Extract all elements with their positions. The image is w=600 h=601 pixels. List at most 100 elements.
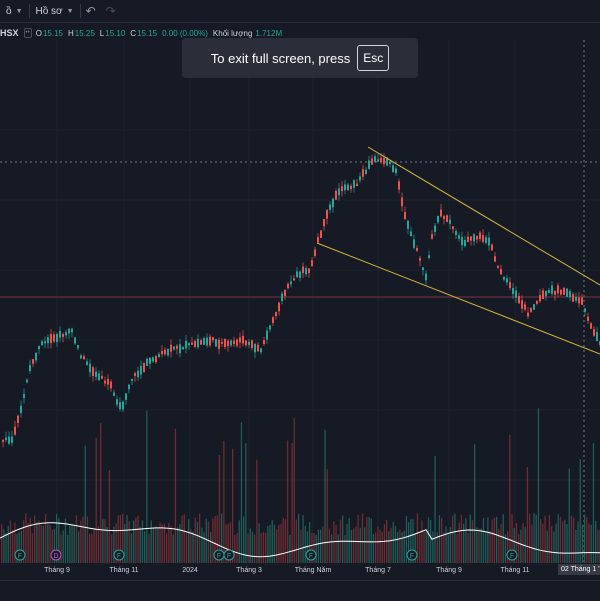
profile-menu-button[interactable]: Hồ sơ ▼ bbox=[30, 0, 80, 22]
volume-bar bbox=[313, 533, 315, 563]
candle bbox=[35, 352, 37, 361]
candle bbox=[233, 340, 235, 344]
candle bbox=[266, 330, 268, 340]
volume-bar bbox=[465, 518, 467, 563]
volume-bar bbox=[203, 532, 205, 563]
volume-bar bbox=[401, 532, 403, 563]
volume-bar bbox=[317, 529, 320, 563]
volume-bar bbox=[75, 515, 78, 563]
volume-bar bbox=[430, 520, 432, 563]
volume-bar bbox=[557, 514, 559, 563]
candle bbox=[581, 297, 583, 305]
volume-bar bbox=[29, 517, 31, 563]
volume-bar bbox=[245, 443, 247, 563]
volume-bar bbox=[482, 518, 485, 563]
symbol-name[interactable]: HSX bbox=[0, 28, 19, 38]
close-value: 15.15 bbox=[137, 28, 158, 38]
volume-bar bbox=[128, 521, 130, 563]
candle bbox=[179, 344, 181, 354]
candle bbox=[557, 285, 559, 294]
volume-bar bbox=[267, 525, 269, 563]
volume-bar bbox=[82, 516, 84, 563]
volume-bar bbox=[146, 410, 148, 563]
candle bbox=[263, 340, 265, 344]
volume-bar bbox=[397, 531, 399, 563]
profile-label: Hồ sơ bbox=[35, 5, 63, 17]
candle bbox=[422, 267, 424, 271]
volume-bar bbox=[383, 524, 386, 563]
volume-bar bbox=[449, 527, 452, 563]
volume-bar bbox=[280, 524, 282, 563]
candle bbox=[83, 356, 85, 360]
volume-bar bbox=[1, 524, 3, 563]
volume-bar bbox=[56, 513, 58, 563]
candle bbox=[518, 295, 520, 304]
candle bbox=[224, 338, 226, 348]
candle bbox=[239, 337, 241, 343]
candle bbox=[464, 239, 466, 247]
volume-bar bbox=[106, 527, 108, 563]
low-label: L bbox=[99, 28, 105, 38]
more-icon[interactable]: •• bbox=[23, 28, 32, 38]
candle bbox=[65, 332, 67, 336]
volume-bar bbox=[498, 529, 500, 563]
candle bbox=[227, 340, 229, 347]
volume-bar bbox=[278, 524, 280, 563]
volume-bar bbox=[287, 440, 289, 563]
candle bbox=[488, 237, 490, 246]
undo-icon[interactable]: ↶ bbox=[85, 4, 96, 18]
volume-bar bbox=[485, 532, 487, 563]
candle bbox=[86, 361, 88, 365]
candle bbox=[527, 312, 529, 317]
volume-bar bbox=[84, 445, 86, 563]
candle bbox=[284, 289, 286, 297]
candle bbox=[101, 375, 103, 379]
volume-bar bbox=[447, 534, 449, 563]
volume-bar bbox=[441, 518, 443, 563]
candle bbox=[119, 402, 121, 410]
toolbar-cut-item[interactable]: ồ ▼ bbox=[0, 0, 29, 22]
volume-bar bbox=[282, 517, 284, 563]
redo-icon[interactable]: ↷ bbox=[105, 4, 116, 18]
candle bbox=[26, 379, 28, 383]
volume-bar bbox=[518, 533, 520, 563]
volume-bar bbox=[238, 520, 240, 563]
volume-bar bbox=[161, 524, 163, 563]
volume-bar bbox=[276, 529, 278, 563]
volume-bar bbox=[546, 530, 548, 563]
candle bbox=[380, 157, 382, 163]
volume-bar bbox=[344, 534, 346, 563]
volume-bar bbox=[196, 522, 199, 563]
candle bbox=[275, 312, 277, 317]
time-axis[interactable]: Tháng 9 Tháng 11 2024 Tháng 3 Tháng Năm … bbox=[0, 563, 600, 580]
volume-bar bbox=[214, 515, 216, 563]
candle bbox=[161, 350, 163, 355]
volume-bar bbox=[227, 523, 229, 563]
candle bbox=[194, 340, 196, 348]
volume-bar bbox=[322, 526, 324, 563]
volume-bar bbox=[520, 529, 522, 563]
volume-bar bbox=[265, 532, 267, 563]
candle bbox=[158, 354, 160, 358]
candle bbox=[11, 436, 13, 443]
volume-bar bbox=[469, 514, 471, 563]
candle bbox=[458, 235, 460, 239]
volume-bar bbox=[414, 534, 416, 563]
candle bbox=[383, 157, 385, 165]
volume-bar bbox=[240, 422, 243, 563]
volume-bar bbox=[159, 522, 161, 563]
volume-bar bbox=[480, 528, 482, 563]
volume-bar bbox=[559, 516, 562, 563]
volume-bar bbox=[491, 519, 493, 563]
volume-bar bbox=[392, 521, 394, 563]
candle bbox=[71, 328, 73, 333]
candle bbox=[386, 157, 388, 166]
candle bbox=[332, 198, 334, 208]
candle bbox=[176, 345, 178, 349]
volume-bar bbox=[179, 524, 181, 563]
volume-bar bbox=[515, 523, 518, 563]
volume-bar bbox=[562, 521, 564, 563]
low-value: 15.10 bbox=[105, 28, 126, 38]
volume-bar bbox=[256, 459, 258, 563]
